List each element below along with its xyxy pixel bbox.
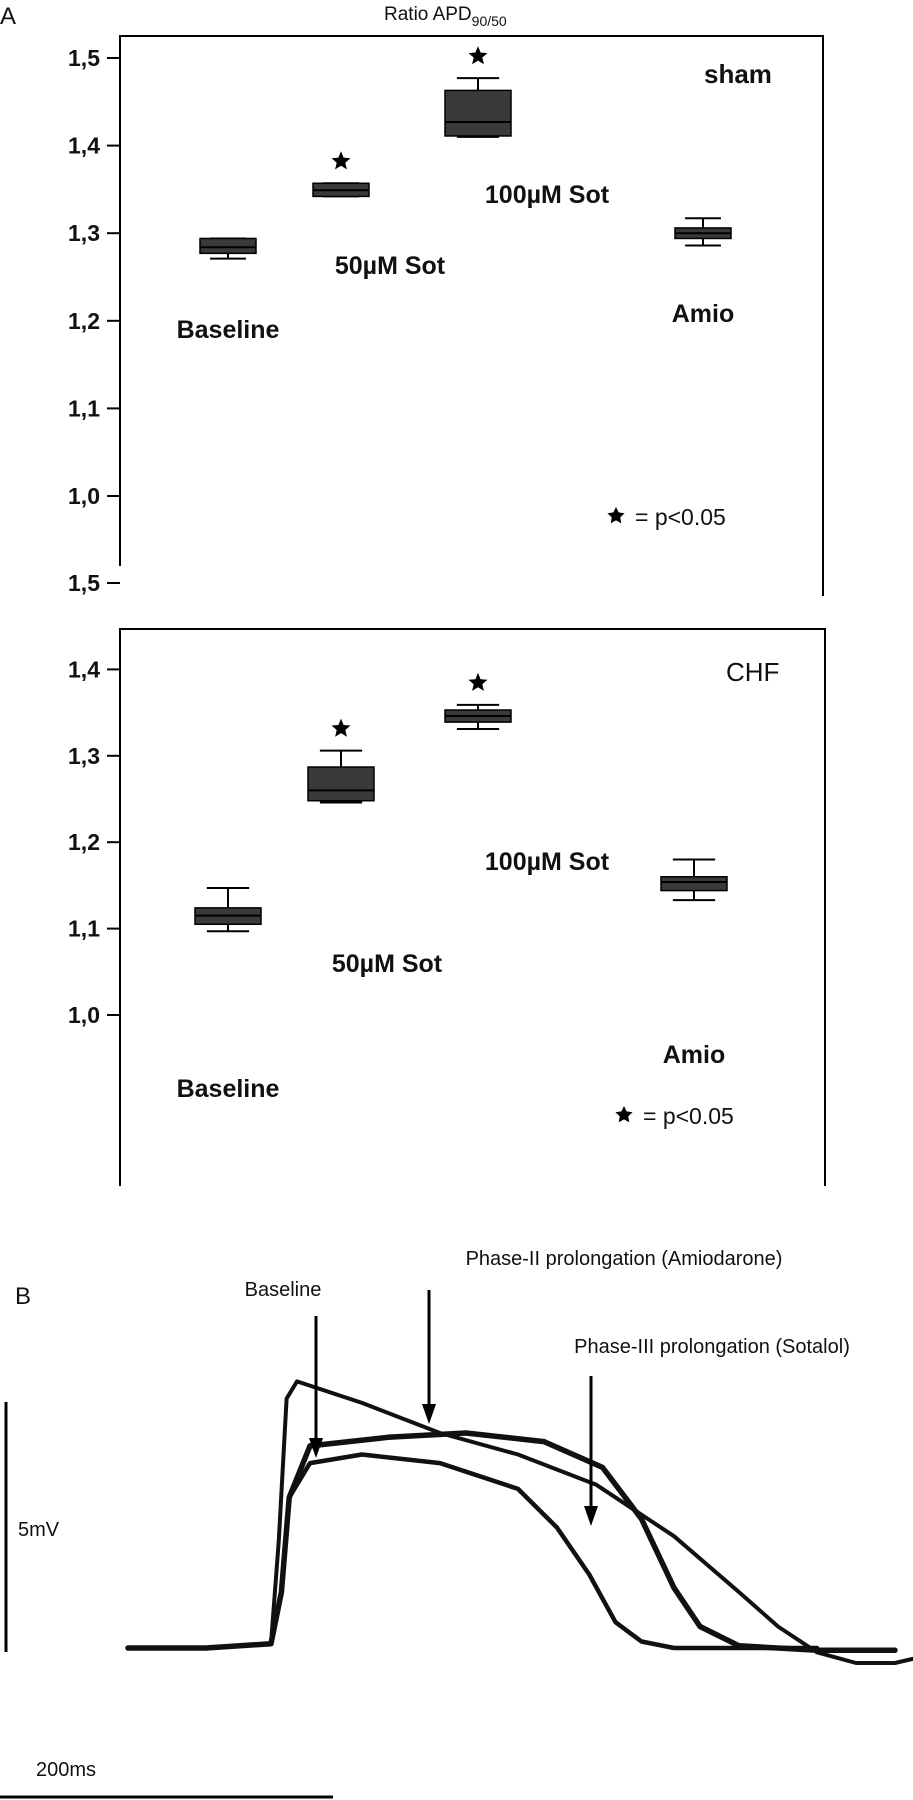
sham-label-50um-sot: 50µM Sot — [335, 252, 446, 280]
amiodarone-trace — [125, 1430, 898, 1653]
sham-y-tick-label: 1,0 — [68, 483, 100, 509]
panel-a-letter: A — [0, 3, 16, 30]
sham-box-100-m-sot-iqr — [444, 89, 512, 137]
sham-y-tick-label: 1,1 — [68, 395, 100, 421]
chart-title-main: Ratio APD — [384, 4, 472, 25]
sham-y-tick-label: 1,3 — [68, 220, 100, 246]
voltage-scale-label: 5mV — [18, 1519, 60, 1541]
sham-panel-label: sham — [704, 59, 772, 89]
sham-significance-legend: = p<0.05 — [607, 504, 726, 530]
action-potential-panel: B 5mV 200ms Baseline Phase-II prolongati… — [0, 1248, 913, 1799]
sotalol-trace — [126, 1379, 913, 1665]
chf-group-labels: Baseline 50µM Sot 100µM Sot Amio — [177, 848, 726, 1103]
baseline-arrow — [309, 1316, 323, 1458]
chf-significance-legend: = p<0.05 — [615, 1103, 734, 1129]
sham-y-tick-label: 1,2 — [68, 308, 100, 334]
chf-legend-text: = p<0.05 — [643, 1103, 734, 1129]
sham-label-baseline: Baseline — [177, 316, 280, 344]
chf-box-amio-iqr — [660, 876, 728, 892]
legend-star-icon — [607, 507, 625, 524]
baseline-trace — [125, 1452, 820, 1651]
chf-y-tick-label: 1,3 — [68, 743, 100, 769]
arrow-down-icon — [584, 1506, 598, 1526]
sham-boxes — [199, 46, 732, 260]
chf-boxes — [194, 672, 728, 933]
phase-ii-arrow — [422, 1290, 436, 1424]
sham-box-baseline-iqr — [199, 237, 257, 255]
time-scale-label: 200ms — [36, 1759, 96, 1781]
sham-box-plot: 1,0 1,1 1,2 1,3 1,4 1,5 sham Baseline 50µM So… — [68, 35, 824, 596]
chf-y-tick-label: 1,5 — [68, 570, 100, 596]
sham-legend-text: = p<0.05 — [635, 504, 726, 530]
significance-star-icon — [468, 672, 488, 691]
chf-box-50-m-sot-iqr — [307, 766, 375, 802]
chf-label-100um-sot: 100µM Sot — [485, 848, 610, 876]
ap-traces — [125, 1379, 913, 1665]
legend-star-icon — [615, 1106, 633, 1123]
sham-group-labels: Baseline 50µM Sot 100µM Sot Amio — [177, 181, 735, 344]
panel-b-letter: B — [15, 1283, 31, 1310]
chf-y-tick-label: 1,4 — [68, 656, 100, 682]
chf-label-50um-sot: 50µM Sot — [332, 950, 443, 978]
significance-star-icon — [331, 151, 351, 170]
annotation-baseline: Baseline — [245, 1279, 322, 1301]
chart-title: Ratio APD90/50 — [384, 4, 507, 29]
sham-y-tick-label: 1,5 — [68, 45, 100, 71]
sham-y-tick-label: 1,4 — [68, 133, 100, 159]
chf-y-tick-label: 1,1 — [68, 916, 100, 942]
chf-frame — [119, 628, 826, 1186]
sham-y-axis: 1,0 1,1 1,2 1,3 1,4 1,5 — [68, 45, 120, 509]
annotation-phase-ii: Phase-II prolongation (Amiodarone) — [466, 1248, 783, 1270]
sham-label-amio: Amio — [672, 300, 735, 328]
chart-title-subscript: 90/50 — [472, 13, 507, 29]
arrow-down-icon — [309, 1438, 323, 1458]
chf-label-amio: Amio — [663, 1041, 726, 1069]
phase-iii-arrow — [584, 1376, 598, 1526]
arrow-down-icon — [422, 1404, 436, 1424]
chf-box-plot: 1,0 1,1 1,2 1,3 1,4 1,5 CHF Baseline 50µM Sot… — [68, 570, 826, 1186]
significance-star-icon — [331, 718, 351, 737]
chf-y-tick-label: 1,0 — [68, 1002, 100, 1028]
annotation-phase-iii: Phase-III prolongation (Sotalol) — [574, 1336, 850, 1358]
chf-panel-label: CHF — [726, 657, 779, 687]
chf-label-baseline: Baseline — [177, 1075, 280, 1103]
chf-y-axis: 1,0 1,1 1,2 1,3 1,4 1,5 — [68, 570, 120, 1028]
chf-y-tick-label: 1,2 — [68, 829, 100, 855]
sham-frame — [119, 35, 824, 596]
sham-label-100um-sot: 100µM Sot — [485, 181, 610, 209]
significance-star-icon — [468, 46, 488, 65]
